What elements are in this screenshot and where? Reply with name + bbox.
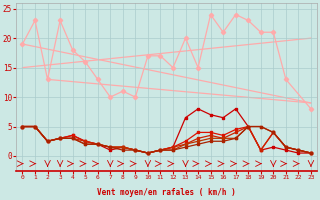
X-axis label: Vent moyen/en rafales ( km/h ): Vent moyen/en rafales ( km/h )	[97, 188, 236, 197]
